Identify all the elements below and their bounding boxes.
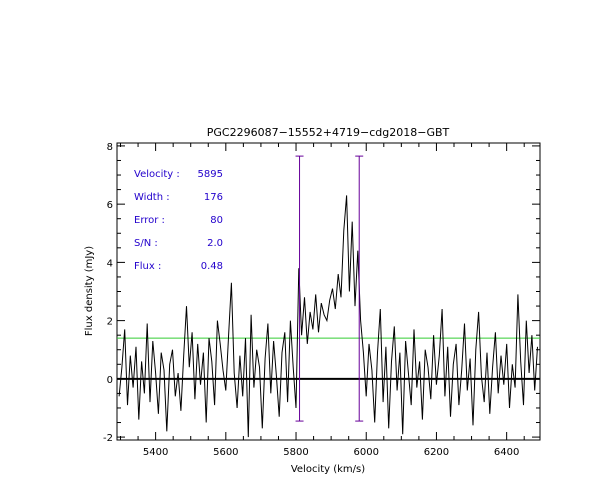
chart-title: PGC2296087−15552+4719−cdg2018−GBT — [207, 126, 450, 139]
annotation-value: 5895 — [198, 169, 223, 180]
annotation-label: Error : — [134, 215, 165, 226]
y-tick-label: 6 — [107, 200, 113, 211]
x-tick-label: 5800 — [283, 447, 308, 458]
x-axis-label: Velocity (km/s) — [291, 464, 365, 475]
annotation-value: 176 — [204, 192, 223, 203]
annotation-value: 80 — [210, 215, 223, 226]
annotation-label: S/N : — [134, 238, 158, 249]
plot-frame — [116, 142, 541, 441]
y-tick-label: 4 — [107, 258, 113, 269]
annotation-label: Flux : — [134, 261, 161, 272]
y-tick-label: 0 — [107, 375, 113, 386]
x-tick-label: 5400 — [143, 447, 168, 458]
x-tick-label: 6000 — [354, 447, 379, 458]
x-tick-label: 6400 — [494, 447, 519, 458]
y-tick-label: 8 — [107, 142, 113, 153]
x-tick-label: 5600 — [213, 447, 238, 458]
spectrum-line — [118, 195, 538, 438]
x-tick-label: 6200 — [424, 447, 449, 458]
annotation-value: 0.48 — [201, 261, 223, 272]
plot-area: 5400 5600 5800 6000 6200 6400 -2 0 2 4 6 8 Velocity … — [103, 142, 541, 458]
annotation-value: 2.0 — [207, 238, 223, 249]
y-tick-label: 2 — [107, 317, 113, 328]
y-axis-label: Flux density (mJy) — [84, 246, 95, 336]
y-tick-label: -2 — [103, 433, 113, 444]
annotation-label: Width : — [134, 192, 170, 203]
annotation-label: Velocity : — [134, 169, 180, 180]
